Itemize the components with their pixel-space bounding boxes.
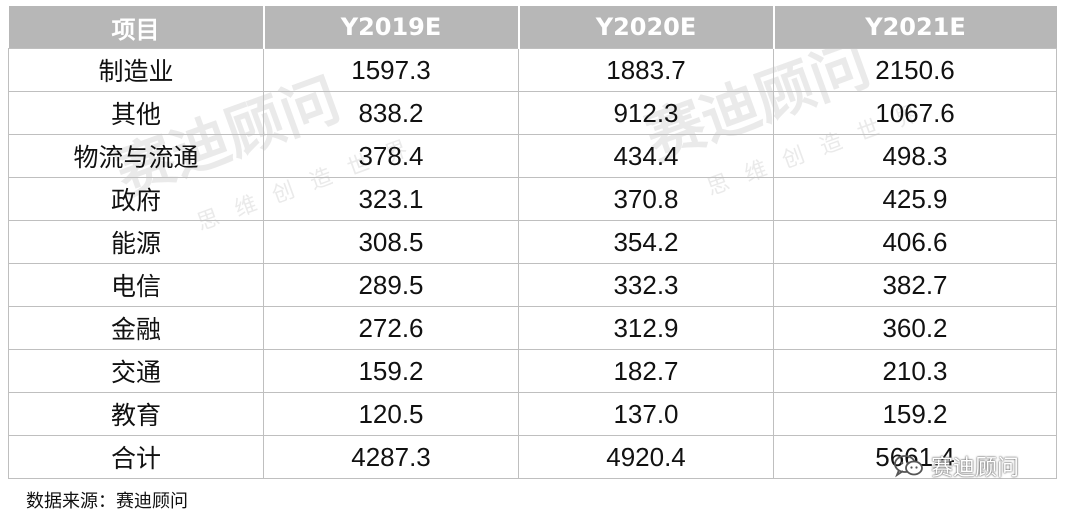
cell-value: 308.5 bbox=[263, 220, 519, 264]
cell-value: 332.3 bbox=[518, 263, 774, 307]
table-row: 其他 838.2 912.3 1067.6 bbox=[8, 91, 1057, 135]
cell-value: 159.2 bbox=[773, 392, 1057, 436]
table-row: 金融 272.6 312.9 360.2 bbox=[8, 306, 1057, 350]
column-header-2019: Y2019E bbox=[262, 6, 519, 49]
cell-value: 912.3 bbox=[518, 91, 774, 135]
cell-value: 4920.4 bbox=[518, 435, 774, 479]
cell-value: 382.7 bbox=[773, 263, 1057, 307]
row-category: 合计 bbox=[8, 435, 264, 479]
row-category: 政府 bbox=[8, 177, 264, 221]
table-row: 教育 120.5 137.0 159.2 bbox=[8, 392, 1057, 436]
data-table: 项目 Y2019E Y2020E Y2021E 制造业 1597.3 1883.… bbox=[8, 6, 1057, 479]
cell-value: 1067.6 bbox=[773, 91, 1057, 135]
row-category: 电信 bbox=[8, 263, 264, 307]
cell-value: 406.6 bbox=[773, 220, 1057, 264]
row-category: 交通 bbox=[8, 349, 264, 393]
table-row: 制造业 1597.3 1883.7 2150.6 bbox=[8, 48, 1057, 92]
total-row: 合计 4287.3 4920.4 5661.4 bbox=[8, 435, 1057, 479]
column-header-2021: Y2021E bbox=[772, 6, 1057, 49]
cell-value: 289.5 bbox=[263, 263, 519, 307]
column-header-2020: Y2020E bbox=[517, 6, 774, 49]
cell-value: 370.8 bbox=[518, 177, 774, 221]
cell-value: 272.6 bbox=[263, 306, 519, 350]
wechat-badge: 赛迪顾问 bbox=[893, 450, 1019, 482]
row-category: 金融 bbox=[8, 306, 264, 350]
cell-value: 159.2 bbox=[263, 349, 519, 393]
cell-value: 120.5 bbox=[263, 392, 519, 436]
cell-value: 354.2 bbox=[518, 220, 774, 264]
cell-value: 312.9 bbox=[518, 306, 774, 350]
column-header-item: 项目 bbox=[8, 6, 264, 49]
cell-value: 1597.3 bbox=[263, 48, 519, 92]
table-row: 电信 289.5 332.3 382.7 bbox=[8, 263, 1057, 307]
cell-value: 4287.3 bbox=[263, 435, 519, 479]
row-category: 物流与流通 bbox=[8, 134, 264, 178]
cell-value: 182.7 bbox=[518, 349, 774, 393]
table-row: 物流与流通 378.4 434.4 498.3 bbox=[8, 134, 1057, 178]
wechat-icon bbox=[894, 455, 923, 478]
cell-value: 1883.7 bbox=[518, 48, 774, 92]
source-note: 数据来源：赛迪顾问 bbox=[26, 491, 188, 512]
cell-value: 323.1 bbox=[263, 177, 519, 221]
cell-value: 210.3 bbox=[773, 349, 1057, 393]
cell-value: 2150.6 bbox=[773, 48, 1057, 92]
cell-value: 137.0 bbox=[518, 392, 774, 436]
row-category: 其他 bbox=[8, 91, 264, 135]
table-row: 交通 159.2 182.7 210.3 bbox=[8, 349, 1057, 393]
wechat-badge-label: 赛迪顾问 bbox=[931, 456, 1020, 481]
table-row: 能源 308.5 354.2 406.6 bbox=[8, 220, 1057, 264]
cell-value: 434.4 bbox=[518, 134, 774, 178]
table-row: 政府 323.1 370.8 425.9 bbox=[8, 177, 1057, 221]
header-row: 项目 Y2019E Y2020E Y2021E bbox=[8, 6, 1057, 49]
cell-value: 498.3 bbox=[773, 134, 1057, 178]
row-category: 教育 bbox=[8, 392, 264, 436]
row-category: 制造业 bbox=[8, 48, 264, 92]
cell-value: 838.2 bbox=[263, 91, 519, 135]
cell-value: 360.2 bbox=[773, 306, 1057, 350]
cell-value: 378.4 bbox=[263, 134, 519, 178]
row-category: 能源 bbox=[8, 220, 264, 264]
cell-value: 425.9 bbox=[773, 177, 1057, 221]
